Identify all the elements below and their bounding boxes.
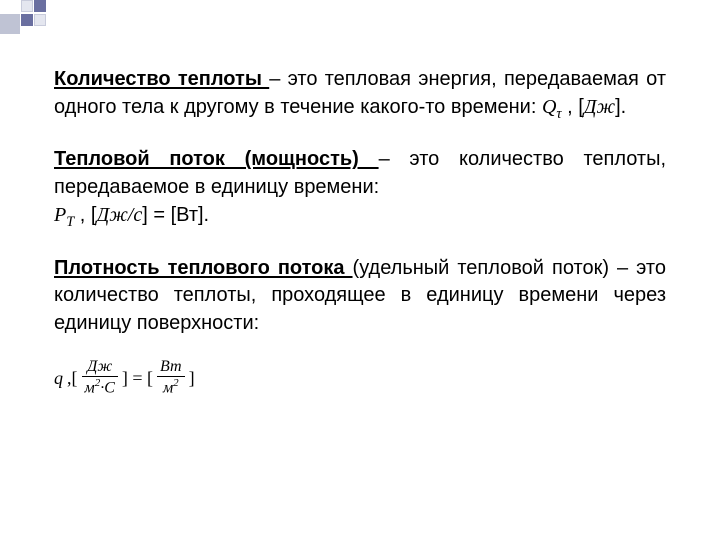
unit-prefix: , [ bbox=[562, 96, 584, 118]
formula-line: PT , [Дж/с] = [Вт]. bbox=[54, 204, 209, 226]
den-exp: 2 bbox=[173, 377, 179, 389]
den-m: м bbox=[85, 380, 95, 397]
slide-page: Количество теплоты – это тепловая энерги… bbox=[0, 0, 720, 540]
ornament-square bbox=[34, 14, 46, 26]
den-m: м bbox=[163, 380, 173, 397]
fraction-2-num: Вт bbox=[157, 359, 185, 375]
fraction-1-num: Дж bbox=[84, 359, 115, 375]
ornament-square bbox=[0, 14, 20, 34]
term: Количество теплоты bbox=[54, 68, 269, 90]
definition-heat-flux-density: Плотность теплового потока (удельный теп… bbox=[54, 255, 666, 338]
symbol-q: q bbox=[54, 366, 63, 391]
unit-close: ] = [Вт]. bbox=[142, 204, 209, 226]
bracket-mid: ] = [ bbox=[122, 366, 153, 391]
term: Плотность теплового потока bbox=[54, 257, 353, 279]
bracket-close: ] bbox=[189, 366, 195, 391]
fraction-2: Вт м2 bbox=[157, 359, 185, 396]
fraction-1: Дж м2·С bbox=[82, 359, 118, 396]
paren-note: (удельный тепловой поток) bbox=[353, 257, 617, 279]
ornament-square bbox=[21, 0, 33, 12]
definition-heat-quantity: Количество теплоты – это тепловая энерги… bbox=[54, 66, 666, 124]
ornament-square bbox=[21, 14, 33, 26]
dash: – bbox=[617, 257, 628, 279]
definition-heat-flow: Тепловой поток (мощность) – это количест… bbox=[54, 146, 666, 232]
bracket-open: ,[ bbox=[67, 366, 78, 391]
den-C: С bbox=[104, 380, 115, 397]
fraction-2-den: м2 bbox=[160, 378, 182, 396]
symbol-P: P bbox=[54, 204, 66, 226]
corner-ornament bbox=[0, 0, 60, 36]
dash: – bbox=[269, 68, 280, 90]
unit-suffix: ]. bbox=[615, 96, 626, 118]
unit-joule: Дж bbox=[584, 96, 615, 118]
fraction-bar bbox=[157, 376, 185, 377]
ornament-square bbox=[34, 0, 46, 12]
flux-density-equation: q ,[ Дж м2·С ] = [ Вт м2 ] bbox=[54, 359, 666, 396]
term: Тепловой поток (мощность) bbox=[54, 148, 379, 170]
unit-j-per-s: Дж/с bbox=[96, 204, 142, 226]
symbol-Q: Q bbox=[542, 96, 556, 118]
content-area: Количество теплоты – это тепловая энерги… bbox=[54, 66, 666, 397]
fraction-1-den: м2·С bbox=[82, 378, 118, 396]
dash: – bbox=[379, 148, 390, 170]
unit-open: , [ bbox=[74, 204, 96, 226]
